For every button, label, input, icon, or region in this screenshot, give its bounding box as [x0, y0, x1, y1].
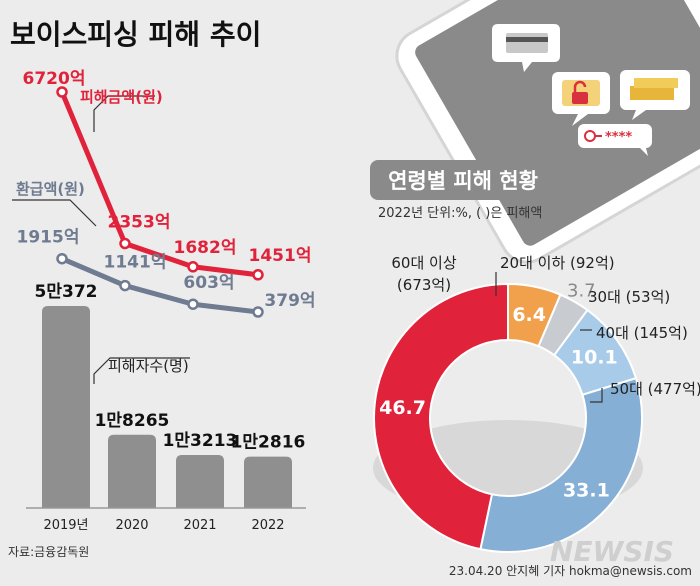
line-point	[187, 261, 199, 273]
lock-icon	[552, 72, 610, 126]
slice-value-label: 10.1	[571, 347, 618, 369]
slice-label: 40대 (145억)	[596, 324, 688, 342]
slice-amount-label: (673억)	[397, 276, 451, 294]
bar-category-label: 2021	[183, 518, 216, 533]
refund-legend: 환급액(원)	[16, 180, 85, 198]
money-icon	[620, 70, 690, 120]
slice-label: 30대 (53억)	[588, 288, 670, 306]
source-note: 자료:금융감독원	[8, 545, 89, 559]
line-point	[56, 252, 68, 265]
bar-value-label: 1만2816	[231, 433, 306, 453]
pie-subtitle: 2022년 단위:%, ( )은 피해액	[378, 206, 542, 221]
donut-slice	[373, 282, 509, 551]
line-point	[252, 306, 264, 318]
bar-value-label: 1만8265	[95, 411, 170, 431]
bar-legend-leader	[93, 357, 190, 384]
donut-slice	[479, 376, 643, 553]
line-value-label: 379억	[264, 291, 315, 311]
damage-legend-leader	[93, 95, 155, 132]
bar-legend: 피해자수(명)	[108, 357, 189, 375]
line-point	[119, 237, 131, 250]
bar	[176, 455, 224, 508]
pie-title-box	[370, 160, 556, 200]
line-value-label: 2353억	[108, 213, 171, 233]
slice-value-label: 6.4	[512, 304, 546, 326]
line-point	[252, 269, 264, 281]
page-title: 보이스피싱 피해 추이	[10, 18, 261, 51]
slice-value-label: 46.7	[379, 397, 426, 419]
bar-category-label: 2022	[251, 518, 284, 533]
damage-line	[59, 91, 259, 278]
refund-line	[61, 256, 259, 315]
line-value-label: 6720억	[23, 69, 86, 89]
slice-value-label: 33.1	[563, 479, 610, 501]
line-value-label: 1915억	[17, 228, 80, 248]
bar	[244, 456, 292, 508]
line-value-label: 1141억	[104, 253, 167, 273]
slice-label: 50대 (477억)	[610, 380, 700, 398]
password-icon: ****	[578, 124, 652, 156]
bar	[108, 434, 156, 508]
refund-legend-leader	[12, 199, 97, 227]
line-point	[187, 298, 199, 310]
card-icon	[492, 24, 560, 72]
slice-value-label: 3.7	[567, 280, 596, 301]
line-value-label: 1682억	[174, 238, 237, 258]
bar-category-label: 2020	[115, 518, 148, 533]
line-value-label: 603억	[183, 273, 234, 293]
bar-value-label: 5만372	[35, 282, 98, 302]
age50-leader	[590, 388, 603, 403]
svg-text:****: ****	[605, 130, 632, 145]
line-point	[119, 279, 131, 292]
slice-label: 20대 이하 (92억)	[500, 254, 615, 272]
watermark: NEWSIS	[550, 535, 674, 568]
bar-value-label: 1만3213	[163, 431, 238, 451]
line-point	[56, 86, 68, 98]
bar	[42, 306, 90, 508]
bar-category-label: 2019년	[43, 518, 88, 533]
slice-label: 60대 이상	[391, 254, 456, 272]
donut-chart: 연령별 피해 현황 2022년 단위:%, ( )은 피해액 6.4 3.7 10.…	[370, 160, 700, 553]
credit-line: 23.04.20 안지혜 기자 hokma@newsis.com	[449, 564, 692, 578]
damage-legend: 피해금액(원)	[80, 88, 163, 106]
line-value-label: 1451억	[249, 246, 312, 266]
pie-title: 연령별 피해 현황	[388, 169, 538, 193]
